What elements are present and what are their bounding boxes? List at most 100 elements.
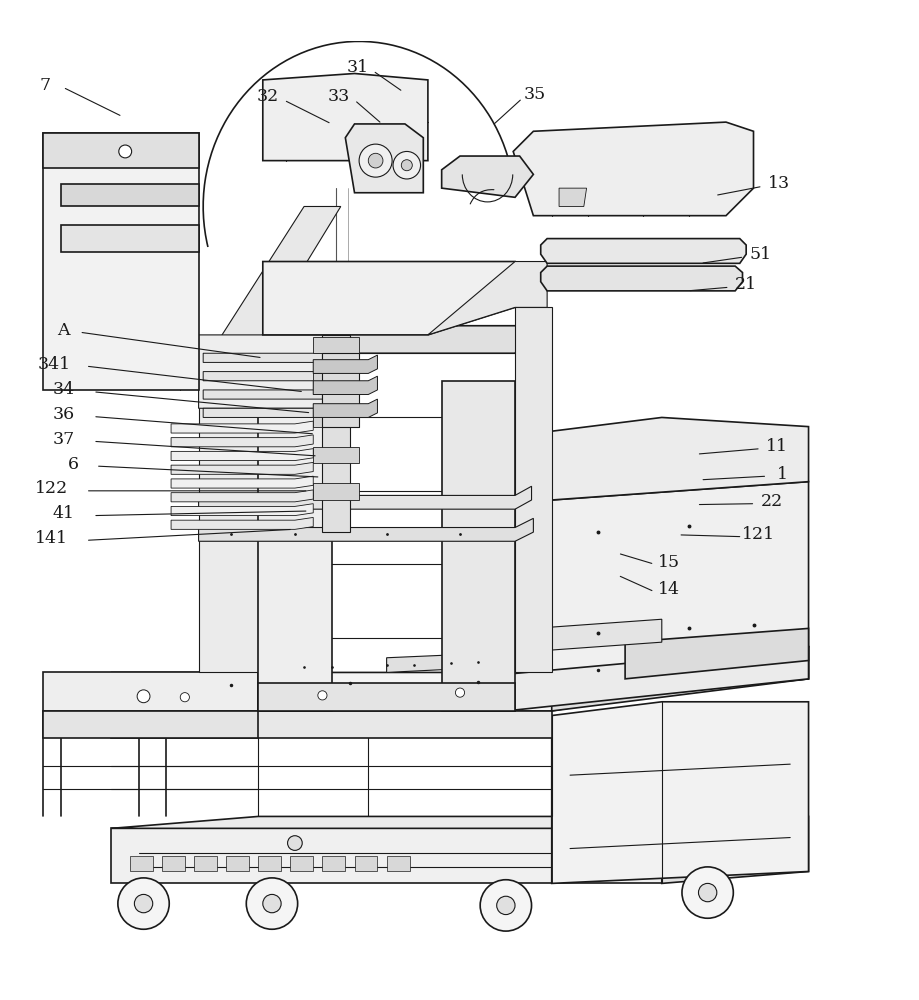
Polygon shape: [203, 383, 340, 399]
Text: 1: 1: [777, 466, 788, 483]
Text: 36: 36: [52, 406, 74, 423]
Text: 41: 41: [52, 505, 74, 522]
Text: 14: 14: [657, 581, 679, 598]
Circle shape: [180, 693, 189, 702]
Polygon shape: [345, 124, 423, 193]
Circle shape: [392, 151, 420, 179]
Polygon shape: [111, 711, 551, 738]
Polygon shape: [386, 856, 409, 871]
Text: 7: 7: [40, 77, 51, 94]
Text: 33: 33: [327, 88, 349, 105]
Circle shape: [288, 836, 302, 850]
Text: 11: 11: [765, 438, 787, 455]
Circle shape: [263, 894, 281, 913]
Polygon shape: [290, 856, 312, 871]
Polygon shape: [171, 449, 312, 461]
Polygon shape: [203, 346, 340, 362]
Polygon shape: [322, 335, 349, 532]
Text: 141: 141: [35, 530, 68, 547]
Text: 122: 122: [35, 480, 68, 497]
Polygon shape: [322, 353, 358, 427]
Polygon shape: [515, 307, 551, 672]
Polygon shape: [199, 206, 340, 372]
Polygon shape: [513, 122, 753, 216]
Circle shape: [496, 896, 515, 915]
Circle shape: [480, 880, 531, 931]
Polygon shape: [661, 816, 808, 883]
Text: 31: 31: [346, 59, 368, 76]
Polygon shape: [441, 156, 533, 197]
Polygon shape: [199, 518, 533, 541]
Polygon shape: [312, 355, 377, 373]
Polygon shape: [258, 683, 515, 711]
Polygon shape: [551, 647, 808, 711]
Circle shape: [246, 878, 298, 929]
Text: 121: 121: [741, 526, 774, 543]
Polygon shape: [312, 373, 358, 390]
Polygon shape: [42, 133, 199, 168]
Polygon shape: [312, 483, 358, 500]
Polygon shape: [505, 647, 808, 711]
Polygon shape: [551, 482, 808, 672]
Circle shape: [317, 691, 326, 700]
Polygon shape: [199, 335, 349, 408]
Polygon shape: [540, 239, 745, 263]
Polygon shape: [42, 672, 258, 711]
Polygon shape: [171, 490, 312, 502]
Text: 341: 341: [38, 356, 71, 373]
Polygon shape: [312, 447, 358, 463]
Text: A: A: [58, 322, 70, 339]
Text: 22: 22: [760, 493, 782, 510]
Polygon shape: [258, 335, 331, 711]
Circle shape: [698, 883, 716, 902]
Text: 35: 35: [524, 86, 546, 103]
Polygon shape: [354, 856, 377, 871]
Text: 37: 37: [52, 431, 74, 448]
Polygon shape: [263, 73, 427, 161]
Polygon shape: [199, 486, 531, 509]
Polygon shape: [551, 417, 808, 500]
Polygon shape: [199, 390, 258, 672]
Polygon shape: [551, 702, 808, 883]
Polygon shape: [427, 262, 547, 335]
Circle shape: [119, 145, 131, 158]
Circle shape: [137, 690, 150, 703]
Polygon shape: [130, 856, 153, 871]
Polygon shape: [258, 326, 533, 353]
Text: 32: 32: [256, 88, 278, 105]
Polygon shape: [624, 628, 808, 679]
Polygon shape: [42, 133, 199, 390]
Circle shape: [401, 160, 412, 171]
Circle shape: [118, 878, 169, 929]
Text: 21: 21: [734, 276, 756, 293]
Polygon shape: [61, 225, 199, 252]
Polygon shape: [312, 337, 358, 353]
Polygon shape: [559, 188, 586, 206]
Polygon shape: [171, 517, 312, 529]
Circle shape: [358, 144, 391, 177]
Polygon shape: [194, 856, 217, 871]
Circle shape: [368, 153, 382, 168]
Polygon shape: [203, 401, 340, 417]
Polygon shape: [171, 476, 312, 488]
Polygon shape: [312, 399, 377, 417]
Polygon shape: [111, 647, 808, 711]
Polygon shape: [42, 711, 258, 738]
Polygon shape: [263, 262, 515, 335]
Text: 6: 6: [67, 456, 78, 473]
Polygon shape: [171, 462, 312, 474]
Polygon shape: [312, 410, 358, 427]
Circle shape: [455, 688, 464, 697]
Polygon shape: [162, 856, 185, 871]
Text: 51: 51: [749, 246, 771, 263]
Circle shape: [681, 867, 732, 918]
Polygon shape: [258, 856, 281, 871]
Text: 15: 15: [657, 554, 679, 571]
Polygon shape: [312, 376, 377, 395]
Text: 13: 13: [767, 175, 789, 192]
Polygon shape: [226, 856, 249, 871]
Polygon shape: [386, 651, 533, 672]
Text: 34: 34: [52, 381, 74, 398]
Polygon shape: [203, 364, 340, 381]
Polygon shape: [111, 828, 661, 883]
